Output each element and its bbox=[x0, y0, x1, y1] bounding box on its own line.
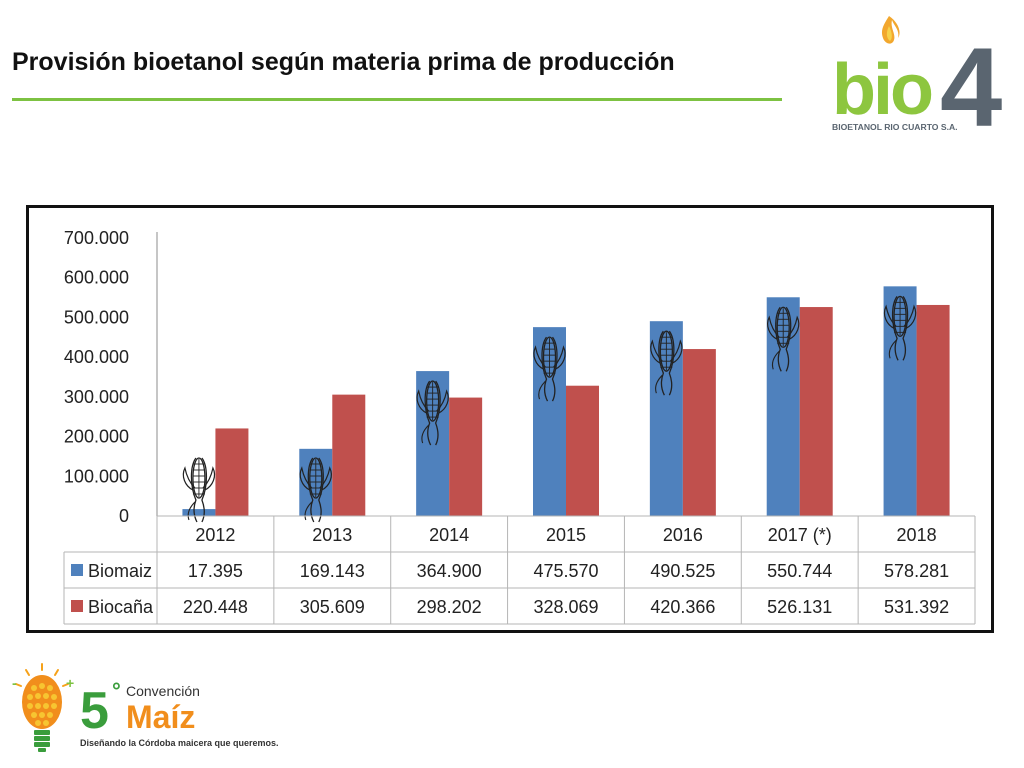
data-label-biocaña: 220.448 bbox=[183, 597, 248, 617]
bio4-logo: bio 4 BIOETANOL RIO CUARTO S.A. bbox=[832, 16, 1002, 136]
data-label-biocaña: 420.366 bbox=[650, 597, 715, 617]
bar-biocaña-2012 bbox=[215, 428, 249, 516]
corn-cob-icon bbox=[767, 306, 800, 372]
convencion-maiz-logo: - + 5 ° Convención Maíz Diseñando la Cór… bbox=[12, 663, 279, 752]
x-tick-label: 2017 (*) bbox=[768, 525, 832, 545]
data-label-biocaña: 531.392 bbox=[884, 597, 949, 617]
data-label-biomaiz: 550.744 bbox=[767, 561, 832, 581]
convencion-word: Convención bbox=[126, 683, 200, 699]
convencion-tagline: Diseñando la Córdoba maicera que queremo… bbox=[80, 738, 279, 748]
bar-biocaña-2017 bbox=[799, 307, 833, 516]
edition-number: 5 bbox=[80, 682, 109, 740]
y-tick-label: 100.000 bbox=[64, 466, 129, 486]
y-tick-label: 600.000 bbox=[64, 268, 129, 288]
data-label-biocaña: 305.609 bbox=[300, 597, 365, 617]
data-label-biomaiz: 475.570 bbox=[533, 561, 598, 581]
bio4-tagline: BIOETANOL RIO CUARTO S.A. bbox=[832, 122, 958, 132]
title-underline bbox=[12, 98, 782, 101]
four-wordmark: 4 bbox=[940, 25, 1002, 136]
y-tick-label: 400.000 bbox=[64, 347, 129, 367]
x-tick-label: 2015 bbox=[546, 525, 586, 545]
corn-cob-icon bbox=[883, 295, 917, 361]
flame-icon bbox=[881, 16, 900, 44]
legend-swatch-biocaña bbox=[71, 600, 83, 612]
chart-frame: 0 100.000 200.000 300.000 400.000 500.000 600.… bbox=[26, 205, 994, 633]
y-tick-label: 0 bbox=[119, 506, 129, 526]
data-label-biocaña: 526.131 bbox=[767, 597, 832, 617]
legend-label-biocaña: Biocaña bbox=[88, 597, 154, 617]
data-label-biomaiz: 169.143 bbox=[300, 561, 365, 581]
corn-cob-icon bbox=[416, 380, 449, 446]
data-label-biomaiz: 364.900 bbox=[417, 561, 482, 581]
svg-text:+: + bbox=[66, 675, 74, 691]
data-label-biocaña: 328.069 bbox=[533, 597, 598, 617]
maiz-word: Maíz bbox=[126, 699, 195, 735]
y-tick-label: 200.000 bbox=[64, 427, 129, 447]
x-tick-label: 2018 bbox=[897, 525, 937, 545]
corn-cob-icon bbox=[533, 336, 566, 402]
bar-biocaña-2014 bbox=[449, 397, 483, 516]
data-label-biomaiz: 490.525 bbox=[650, 561, 715, 581]
bio-wordmark: bio bbox=[832, 50, 932, 130]
bar-biocaña-2013 bbox=[332, 394, 366, 516]
bar-biocaña-2018 bbox=[916, 304, 950, 516]
x-tick-label: 2012 bbox=[195, 525, 235, 545]
corn-lightbulb-icon: - + bbox=[12, 663, 74, 752]
y-tick-label: 700.000 bbox=[64, 228, 129, 248]
bar-chart: 0 100.000 200.000 300.000 400.000 500.000 600.… bbox=[63, 228, 976, 625]
x-tick-label: 2016 bbox=[663, 525, 703, 545]
data-label-biomaiz: 17.395 bbox=[188, 561, 243, 581]
corn-cob-icon bbox=[650, 330, 683, 396]
svg-text:-: - bbox=[12, 675, 17, 691]
x-tick-label: 2013 bbox=[312, 525, 352, 545]
bar-biomaiz-2012 bbox=[182, 509, 216, 516]
legend-label-biomaiz: Biomaiz bbox=[88, 561, 152, 581]
bar-biocaña-2015 bbox=[566, 385, 599, 516]
bar-biocaña-2016 bbox=[682, 349, 716, 516]
legend-swatch-biomaiz bbox=[71, 564, 83, 576]
corn-cob-icon bbox=[299, 457, 332, 523]
data-label-biocaña: 298.202 bbox=[417, 597, 482, 617]
x-tick-label: 2014 bbox=[429, 525, 469, 545]
y-tick-label: 300.000 bbox=[64, 387, 129, 407]
data-label-biomaiz: 578.281 bbox=[884, 561, 949, 581]
y-tick-label: 500.000 bbox=[64, 307, 129, 327]
slide-title: Provisión bioetanol según materia prima … bbox=[12, 48, 675, 76]
edition-degree: ° bbox=[112, 678, 121, 703]
